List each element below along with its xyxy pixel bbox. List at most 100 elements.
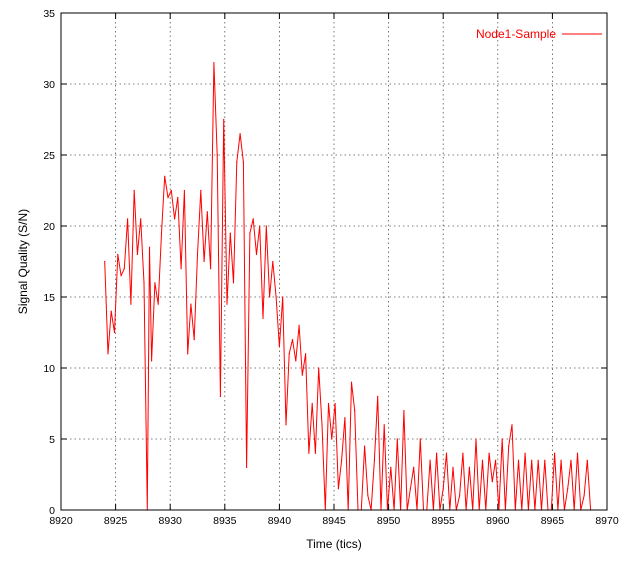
- data-point-58: [291, 339, 294, 341]
- x-tick-label-8930: 8930: [159, 515, 183, 527]
- data-point-18: [160, 232, 163, 234]
- data-point-0: [104, 260, 106, 263]
- data-point-135: [544, 459, 546, 461]
- data-point-23: [177, 197, 179, 199]
- data-point-10: [136, 253, 138, 255]
- data-point-97: [419, 438, 421, 440]
- data-point-39: [229, 232, 231, 234]
- data-point-61: [301, 374, 303, 376]
- data-point-43: [242, 161, 244, 163]
- data-point-8: [130, 303, 132, 305]
- x-tick-label-8950: 8950: [377, 515, 401, 527]
- data-point-53: [275, 296, 277, 298]
- x-tick-label-8920: 8920: [49, 515, 73, 527]
- data-point-74: [344, 417, 346, 419]
- data-point-127: [517, 459, 520, 461]
- data-point-133: [537, 459, 539, 461]
- data-point-52: [272, 260, 274, 263]
- x-tick-labels: 8920 8925 8930 8935 8940 8945 8950 8955 8960 8965…: [49, 515, 619, 527]
- data-point-105: [445, 452, 448, 454]
- data-point-107: [452, 466, 454, 468]
- data-point-140: [560, 459, 562, 461]
- data-point-25: [183, 189, 185, 192]
- data-point-69: [327, 402, 330, 405]
- data-point-15: [151, 360, 153, 362]
- data-point-73: [341, 459, 343, 461]
- data-point-12: [143, 282, 145, 284]
- series-line-node1-sample: [104, 62, 592, 511]
- grid-lines: [61, 13, 607, 510]
- data-point-37: [223, 118, 225, 121]
- data-point-14: [148, 246, 151, 248]
- data-point-32: [206, 211, 208, 213]
- data-point-110: [462, 452, 464, 454]
- data-point-104: [442, 488, 444, 490]
- data-point-80: [364, 445, 366, 447]
- data-point-86: [383, 424, 385, 426]
- data-point-142: [567, 488, 569, 490]
- y-tick-labels: 0 5 10 15 20 25 30 35: [43, 8, 55, 517]
- data-point-62: [305, 353, 307, 355]
- plot-frame: [60, 12, 608, 511]
- data-point-118: [488, 452, 490, 454]
- x-tick-label-8970: 8970: [595, 515, 619, 527]
- x-tick-label-8965: 8965: [541, 515, 565, 527]
- x-tick-label-8925: 8925: [104, 515, 128, 527]
- x-tick-label-8945: 8945: [322, 515, 346, 527]
- data-point-51: [269, 296, 271, 298]
- data-point-67: [321, 424, 323, 426]
- data-point-26: [187, 353, 189, 355]
- data-point-27: [190, 303, 192, 305]
- data-point-119: [491, 481, 493, 483]
- data-point-124: [508, 445, 510, 447]
- data-point-66: [318, 367, 320, 369]
- data-point-112: [468, 466, 470, 468]
- data-point-102: [436, 452, 438, 454]
- data-point-6: [123, 268, 125, 270]
- data-point-3: [113, 331, 116, 334]
- data-point-90: [396, 438, 398, 440]
- data-point-24: [180, 268, 182, 270]
- data-point-92: [403, 410, 405, 412]
- data-point-65: [314, 452, 316, 454]
- data-point-34: [213, 62, 215, 64]
- data-point-109: [459, 495, 461, 497]
- data-point-59: [295, 360, 297, 362]
- data-point-47: [255, 253, 258, 255]
- data-point-125: [511, 424, 513, 426]
- data-point-2: [110, 310, 112, 312]
- y-tick-label-10: 10: [43, 363, 55, 375]
- data-point-48: [259, 225, 261, 227]
- data-point-55: [282, 296, 284, 298]
- data-point-100: [429, 459, 431, 461]
- data-point-60: [298, 324, 300, 326]
- data-point-45: [249, 232, 251, 234]
- data-point-22: [174, 218, 176, 220]
- data-point-38: [226, 303, 228, 305]
- data-point-145: [576, 452, 579, 454]
- data-point-148: [586, 459, 588, 461]
- y-axis-label: Signal Quality (S/N): [16, 209, 30, 314]
- data-point-143: [570, 459, 572, 461]
- data-point-7: [127, 218, 129, 220]
- data-point-30: [200, 189, 202, 192]
- data-point-131: [531, 459, 533, 461]
- data-point-57: [288, 353, 290, 355]
- data-point-64: [311, 402, 313, 405]
- data-point-46: [252, 218, 254, 220]
- data-point-16: [154, 282, 156, 284]
- y-tick-label-0: 0: [49, 505, 55, 517]
- data-point-4: [117, 253, 119, 255]
- y-tick-label-5: 5: [49, 434, 55, 446]
- data-point-56: [285, 424, 287, 426]
- data-point-1: [107, 353, 109, 355]
- data-point-31: [203, 260, 205, 263]
- data-point-71: [334, 402, 336, 405]
- data-point-5: [120, 275, 122, 277]
- x-axis-label: Time (tics): [306, 537, 362, 551]
- legend: Node1-Sample: [476, 27, 602, 41]
- data-point-81: [367, 495, 369, 497]
- data-point-147: [583, 495, 585, 497]
- data-point-95: [413, 466, 415, 468]
